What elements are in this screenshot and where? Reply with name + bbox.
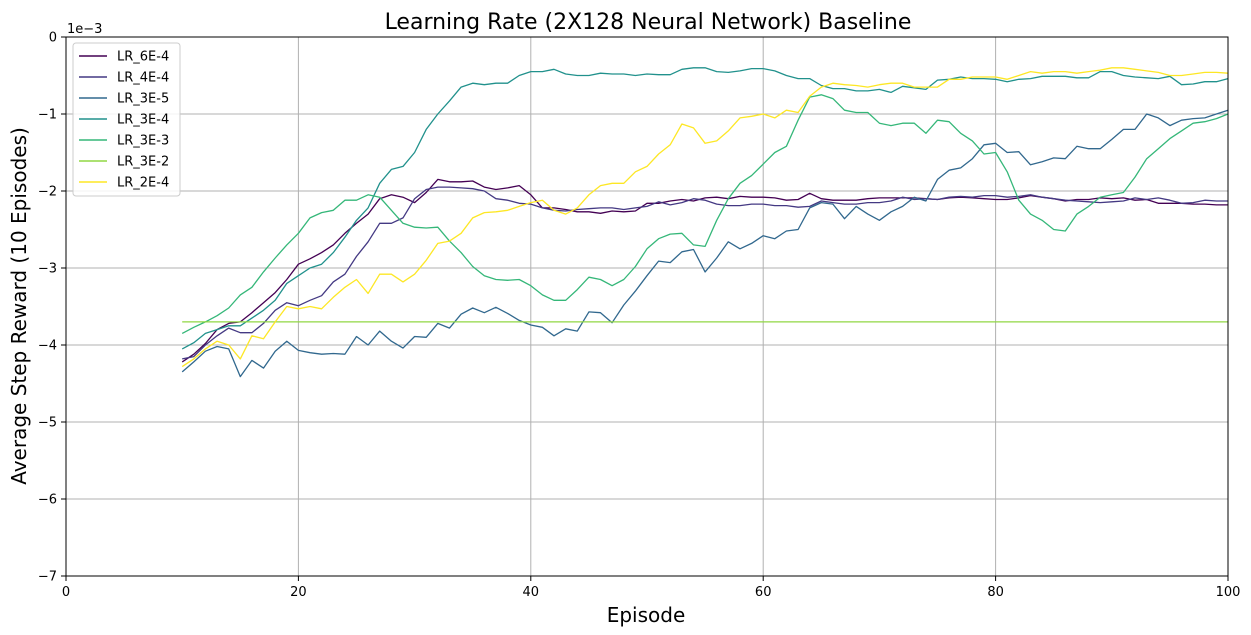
legend-label: LR_4E-4 (117, 71, 169, 86)
x-axis-label: Episode (607, 603, 686, 627)
series-lines (181, 67, 1229, 378)
y-tick-label: −6 (38, 493, 57, 508)
chart-title: Learning Rate (2X128 Neural Network) Bas… (385, 10, 912, 35)
x-tick-label: 80 (987, 585, 1004, 600)
y-tick-label: −3 (38, 262, 57, 277)
legend-label: LR_3E-2 (117, 155, 169, 170)
legend-label: LR_2E-4 (117, 176, 169, 191)
legend-label: LR_3E-3 (117, 134, 169, 149)
y-axis-multiplier: 1e−3 (67, 22, 102, 37)
x-tick-label: 60 (755, 585, 772, 600)
y-tick-label: −4 (38, 339, 57, 354)
y-tick-label: 0 (49, 31, 57, 46)
series-line-lr-3e-3 (181, 94, 1229, 334)
y-tick-label: −7 (38, 570, 57, 585)
series-line-lr-3e-4 (181, 67, 1229, 350)
x-tick-label: 20 (290, 585, 307, 600)
x-tick-label: 40 (523, 585, 540, 600)
legend-box (72, 42, 181, 197)
x-tick-label: 0 (62, 585, 70, 600)
legend: LR_6E-4 LR_4E-4 LR_3E-5 LR_3E-4 LR_3E-3 LR_3E… (72, 42, 181, 197)
series-line-lr-2e-4 (181, 67, 1229, 368)
legend-label: LR_3E-5 (117, 92, 169, 107)
grid (65, 36, 1229, 577)
y-axis-label: Average Step Reward (10 Episodes) (7, 127, 31, 485)
y-tick-label: −2 (38, 185, 57, 200)
series-line-lr-4e-4 (182, 186, 1228, 360)
legend-label: LR_3E-4 (117, 113, 169, 128)
y-tick-label: −1 (38, 108, 57, 123)
plot-frame (65, 36, 1229, 577)
legend-label: LR_6E-4 (117, 50, 169, 65)
axis-ticks: 0 20 40 60 80 100 0 −1 −2 −3 −4 −5 −6 −7 (38, 31, 1241, 601)
x-tick-label: 100 (1216, 585, 1241, 600)
y-tick-label: −5 (38, 416, 57, 431)
series-line-lr-3e-5 (181, 109, 1229, 378)
